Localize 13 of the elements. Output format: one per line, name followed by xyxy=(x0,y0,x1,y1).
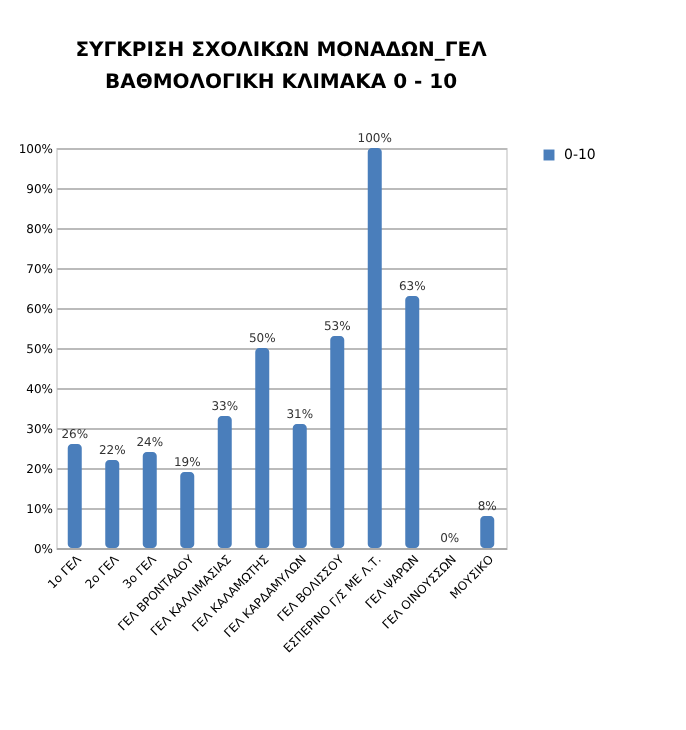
bar xyxy=(142,452,157,548)
chart-subtitle: ΒΑΘΜΟΛΟΓΙΚΗ ΚΛΙΜΑΚΑ 0 - 10 xyxy=(104,72,458,94)
bar xyxy=(180,472,195,548)
bar xyxy=(67,444,82,548)
chart-title: ΣΥΓΚΡΙΣΗ ΣΧΟΛΙΚΩΝ ΜΟΝΑΔΩΝ_ΓΕΛ xyxy=(75,40,488,62)
bar xyxy=(255,348,270,548)
bar xyxy=(292,424,307,548)
bar xyxy=(405,296,420,548)
bar xyxy=(330,336,345,548)
bar xyxy=(480,516,495,548)
bar xyxy=(217,416,232,548)
bar xyxy=(367,148,382,548)
bar xyxy=(105,460,120,548)
